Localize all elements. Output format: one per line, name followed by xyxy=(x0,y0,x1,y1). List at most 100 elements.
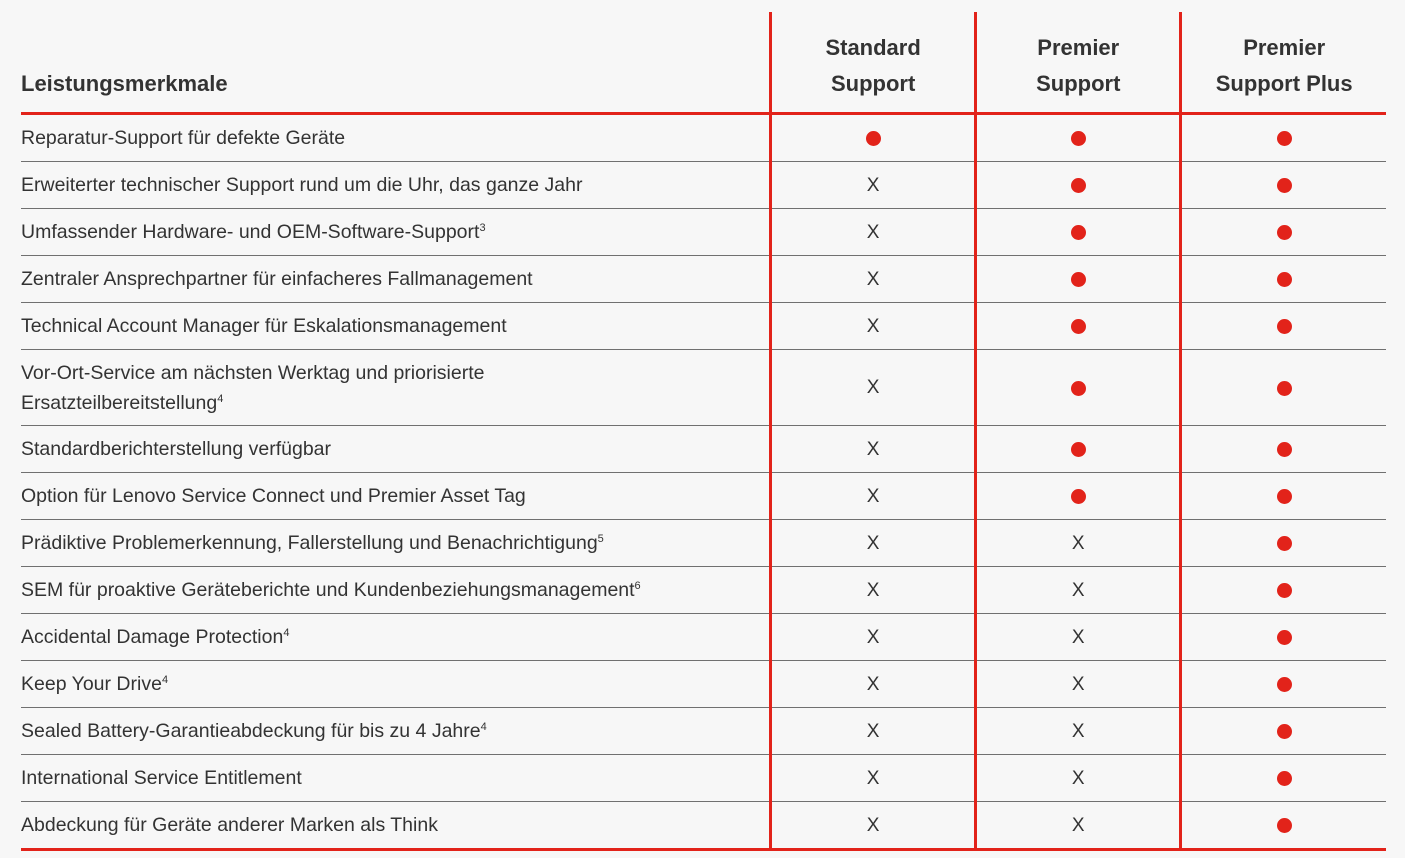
value-cell xyxy=(1179,613,1386,661)
not-included-x-icon: X xyxy=(1071,767,1085,789)
value-cell xyxy=(769,113,976,162)
included-dot-icon xyxy=(1276,178,1292,194)
not-included-x-icon: X xyxy=(866,315,880,337)
value-cell: X xyxy=(769,349,976,426)
value-cell xyxy=(1179,660,1386,708)
plan-header-standard-support: Standard Support xyxy=(769,12,976,115)
plan-name-line2: Support Plus xyxy=(1215,71,1353,96)
table-row: Keep Your Drive4 X X xyxy=(21,660,1386,708)
value-cell: X xyxy=(974,754,1181,802)
table-row: Sealed Battery-Garantieabdeckung für bis… xyxy=(21,707,1386,755)
included-dot-icon xyxy=(1070,272,1086,288)
included-dot-icon xyxy=(1070,225,1086,241)
value-cell: X xyxy=(769,472,976,520)
included-dot-icon xyxy=(1276,630,1292,646)
feature-label: Zentraler Ansprechpartner für einfachere… xyxy=(21,268,533,290)
value-cell xyxy=(974,208,1181,256)
included-dot-icon xyxy=(1070,442,1086,458)
table-row: Erweiterter technischer Support rund um … xyxy=(21,161,1386,209)
value-cell xyxy=(1179,302,1386,350)
value-cell: X xyxy=(974,801,1181,851)
value-cell: X xyxy=(769,161,976,209)
not-included-x-icon: X xyxy=(866,268,880,290)
feature-label: Technical Account Manager für Eskalation… xyxy=(21,315,507,337)
plan-name-line2: Support xyxy=(1036,71,1121,96)
feature-cell: Standardberichterstellung verfügbar xyxy=(21,425,771,473)
feature-cell: Erweiterter technischer Support rund um … xyxy=(21,161,771,209)
included-dot-icon xyxy=(1276,818,1292,834)
feature-label: Option für Lenovo Service Connect und Pr… xyxy=(21,485,526,507)
value-cell xyxy=(1179,754,1386,802)
not-included-x-icon: X xyxy=(866,720,880,742)
feature-cell: Technical Account Manager für Eskalation… xyxy=(21,302,771,350)
not-included-x-icon: X xyxy=(866,532,880,554)
feature-label: Abdeckung für Geräte anderer Marken als … xyxy=(21,814,438,836)
value-cell xyxy=(1179,707,1386,755)
feature-cell: Zentraler Ansprechpartner für einfachere… xyxy=(21,255,771,303)
table-row: Vor-Ort-Service am nächsten Werktag und … xyxy=(21,349,1386,426)
included-dot-icon xyxy=(1276,724,1292,740)
footnote-marker: 3 xyxy=(479,222,486,234)
table-row: SEM für proaktive Geräteberichte und Kun… xyxy=(21,566,1386,614)
table-row: Zentraler Ansprechpartner für einfachere… xyxy=(21,255,1386,303)
value-cell: X xyxy=(769,566,976,614)
value-cell: X xyxy=(974,707,1181,755)
value-cell: X xyxy=(974,660,1181,708)
not-included-x-icon: X xyxy=(866,438,880,460)
footnote-marker: 4 xyxy=(480,721,487,733)
feature-label: Vor-Ort-Service am nächsten Werktag und … xyxy=(21,361,485,414)
value-cell: X xyxy=(769,613,976,661)
feature-cell: Umfassender Hardware- und OEM-Software-S… xyxy=(21,208,771,256)
value-cell xyxy=(974,302,1181,350)
not-included-x-icon: X xyxy=(866,377,880,398)
value-cell: X xyxy=(769,208,976,256)
included-dot-icon xyxy=(1070,380,1086,396)
included-dot-icon xyxy=(1276,489,1292,505)
included-dot-icon xyxy=(1276,225,1292,241)
value-cell xyxy=(1179,519,1386,567)
included-dot-icon xyxy=(1276,583,1292,599)
included-dot-icon xyxy=(1276,131,1292,147)
feature-cell: Vor-Ort-Service am nächsten Werktag und … xyxy=(21,349,771,426)
plan-name-line1: Premier xyxy=(1037,35,1120,60)
feature-label: International Service Entitlement xyxy=(21,767,302,789)
included-dot-icon xyxy=(1070,131,1086,147)
footnote-marker: 4 xyxy=(161,674,169,686)
not-included-x-icon: X xyxy=(1071,626,1085,648)
plan-name-line1: Standard xyxy=(825,35,921,60)
value-cell: X xyxy=(769,801,976,851)
value-cell: X xyxy=(974,566,1181,614)
table-row: Abdeckung für Geräte anderer Marken als … xyxy=(21,801,1386,851)
value-cell xyxy=(974,425,1181,473)
value-cell xyxy=(1179,425,1386,473)
footnote-marker: 4 xyxy=(217,392,224,405)
value-cell xyxy=(974,161,1181,209)
table-row: Option für Lenovo Service Connect und Pr… xyxy=(21,472,1386,520)
value-cell: X xyxy=(769,425,976,473)
value-cell xyxy=(974,472,1181,520)
table-row: Umfassender Hardware- und OEM-Software-S… xyxy=(21,208,1386,256)
included-dot-icon xyxy=(1276,319,1292,335)
included-dot-icon xyxy=(1070,319,1086,335)
plan-name-line1: Premier xyxy=(1243,35,1326,60)
value-cell: X xyxy=(769,660,976,708)
value-cell: X xyxy=(769,754,976,802)
value-cell xyxy=(974,349,1181,426)
feature-cell: Prädiktive Problemerkennung, Fallerstell… xyxy=(21,519,771,567)
not-included-x-icon: X xyxy=(1071,814,1085,836)
not-included-x-icon: X xyxy=(1071,532,1085,554)
feature-label: Prädiktive Problemerkennung, Fallerstell… xyxy=(21,532,598,554)
value-cell: X xyxy=(769,519,976,567)
feature-cell: Sealed Battery-Garantieabdeckung für bis… xyxy=(21,707,771,755)
value-cell xyxy=(1179,113,1386,162)
not-included-x-icon: X xyxy=(1071,579,1085,601)
not-included-x-icon: X xyxy=(866,174,880,196)
table-row: Prädiktive Problemerkennung, Fallerstell… xyxy=(21,519,1386,567)
feature-label: Erweiterter technischer Support rund um … xyxy=(21,174,583,196)
not-included-x-icon: X xyxy=(866,673,880,695)
feature-label: Accidental Damage Protection xyxy=(21,626,284,648)
support-comparison-table: Leistungsmerkmale Standard Support Premie… xyxy=(21,12,1386,851)
footnote-marker: 5 xyxy=(597,533,604,545)
table-row: International Service Entitlement X X xyxy=(21,754,1386,802)
feature-label: Umfassender Hardware- und OEM-Software-S… xyxy=(21,221,480,243)
